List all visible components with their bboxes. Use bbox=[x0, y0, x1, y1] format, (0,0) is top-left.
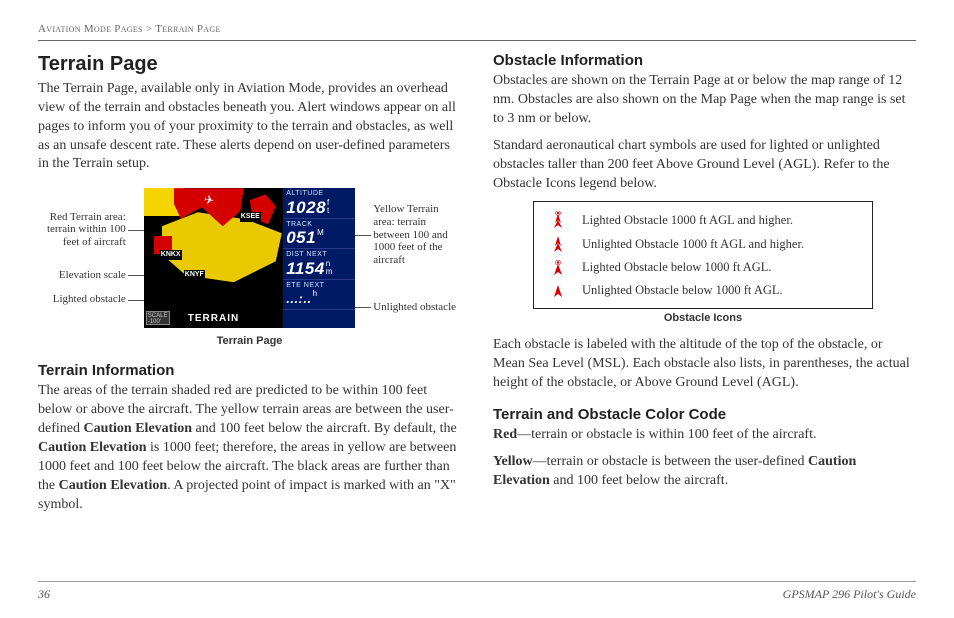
terrain-page-intro: The Terrain Page, available only in Avia… bbox=[38, 80, 461, 174]
terrain-map-area: ✈ KSEE KNKX KNYF bbox=[144, 188, 284, 306]
obstacle-information-heading: Obstacle Information bbox=[493, 51, 916, 71]
guide-name: GPSMAP 296 Pilot's Guide bbox=[783, 586, 916, 602]
terrain-figure-caption: Terrain Page bbox=[38, 334, 461, 349]
scale-value: -100' bbox=[148, 319, 168, 325]
terrain-information-paragraph: The areas of the terrain shaded red are … bbox=[38, 382, 461, 514]
callouts-left: Red Terrain area: terrain within 100 fee… bbox=[38, 211, 126, 306]
obstacle-info-p1: Obstacles are shown on the Terrain Page … bbox=[493, 72, 916, 129]
waypoint-label: KNYF bbox=[184, 270, 205, 279]
page-title: Terrain Page bbox=[38, 51, 461, 78]
terrain-information-heading: Terrain Information bbox=[38, 361, 461, 381]
breadcrumb-part-1: Aviation Mode Pages bbox=[38, 23, 143, 35]
lighted-tall-obstacle-icon bbox=[546, 211, 570, 229]
terrain-screen: ✈ KSEE KNKX KNYF SCALE -100' TERRAIN ALT… bbox=[144, 188, 355, 328]
waypoint-label: KSEE bbox=[240, 212, 261, 221]
legend-text: Lighted Obstacle below 1000 ft AGL. bbox=[582, 259, 772, 276]
terrain-figure: Red Terrain area: terrain within 100 fee… bbox=[38, 188, 461, 328]
callout-unlighted-obstacle: Unlighted obstacle bbox=[373, 301, 456, 314]
obstacle-icons-caption: Obstacle Icons bbox=[533, 311, 873, 326]
footer: 36 GPSMAP 296 Pilot's Guide bbox=[38, 581, 916, 602]
ete-next-label: ETE NEXT bbox=[286, 281, 352, 290]
color-code-red: Red—terrain or obstacle is within 100 fe… bbox=[493, 426, 916, 445]
obstacle-info-p2: Standard aeronautical chart symbols are … bbox=[493, 137, 916, 194]
dist-next-value: 1154nm bbox=[286, 260, 352, 277]
page-number: 36 bbox=[38, 586, 50, 602]
callouts-right: Yellow Terrain area: terrain between 100… bbox=[373, 203, 461, 313]
data-panel: ALTITUDE 1028ft TRACK 051M DIST NEXT 115… bbox=[283, 188, 355, 328]
terrain-bottom-strip: SCALE -100' TERRAIN bbox=[144, 306, 284, 328]
legend-row: Lighted Obstacle 1000 ft AGL and higher. bbox=[546, 208, 860, 232]
unlighted-tall-obstacle-icon bbox=[546, 235, 570, 253]
lighted-short-obstacle-icon bbox=[546, 260, 570, 276]
legend-row: Unlighted Obstacle below 1000 ft AGL. bbox=[546, 279, 860, 302]
legend-text: Lighted Obstacle 1000 ft AGL and higher. bbox=[582, 212, 793, 229]
left-column: Terrain Page The Terrain Page, available… bbox=[38, 51, 461, 519]
ete-next-value: ...:..h bbox=[286, 290, 352, 307]
altitude-value: 1028ft bbox=[286, 199, 352, 216]
terrain-strip-label: TERRAIN bbox=[188, 312, 239, 326]
callout-red-terrain: Red Terrain area: terrain within 100 fee… bbox=[38, 211, 126, 249]
right-column: Obstacle Information Obstacles are shown… bbox=[493, 51, 916, 519]
breadcrumb-part-2: Terrain Page bbox=[155, 23, 220, 35]
waypoint-label: KNKX bbox=[160, 250, 182, 259]
legend-text: Unlighted Obstacle below 1000 ft AGL. bbox=[582, 282, 783, 299]
legend-row: Unlighted Obstacle 1000 ft AGL and highe… bbox=[546, 232, 860, 256]
color-code-heading: Terrain and Obstacle Color Code bbox=[493, 405, 916, 425]
color-code-yellow: Yellow—terrain or obstacle is between th… bbox=[493, 453, 916, 491]
elevation-scale: SCALE -100' bbox=[146, 311, 170, 325]
breadcrumb: Aviation Mode Pages > Terrain Page bbox=[38, 22, 916, 41]
obstacle-label-paragraph: Each obstacle is labeled with the altitu… bbox=[493, 336, 916, 393]
callout-yellow-terrain: Yellow Terrain area: terrain between 100… bbox=[373, 203, 461, 266]
legend-row: Lighted Obstacle below 1000 ft AGL. bbox=[546, 256, 860, 279]
callout-elevation-scale: Elevation scale bbox=[59, 269, 126, 282]
obstacle-icons-legend: Lighted Obstacle 1000 ft AGL and higher.… bbox=[533, 201, 873, 309]
breadcrumb-sep: > bbox=[143, 23, 155, 35]
unlighted-short-obstacle-icon bbox=[546, 284, 570, 298]
track-value: 051M bbox=[286, 229, 352, 246]
callout-lighted-obstacle: Lighted obstacle bbox=[53, 293, 126, 306]
legend-text: Unlighted Obstacle 1000 ft AGL and highe… bbox=[582, 236, 804, 253]
